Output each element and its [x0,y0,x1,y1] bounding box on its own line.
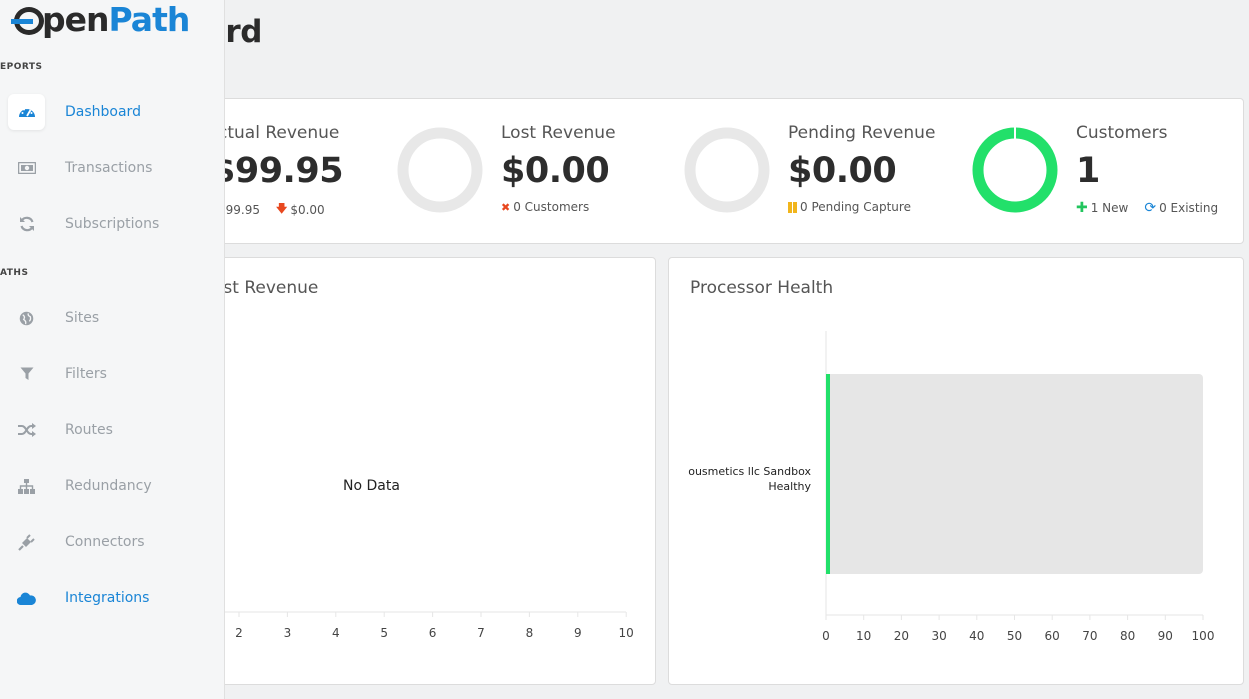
x-tick-label: 100 [1192,629,1215,643]
sidebar-item-label: Routes [65,422,113,438]
stat-label: ctual Revenue [218,123,340,143]
lost-revenue-donut [397,127,483,213]
x-tick-label: 80 [1120,629,1135,643]
filter-icon [8,356,45,392]
x-tick-label: 20 [894,629,909,643]
stat-sub-existing: 0 Existing [1159,201,1219,215]
openpath-logo[interactable]: penPath [11,0,191,39]
x-tick-label: 3 [284,626,292,640]
stats-card: ctual Revenue $99.95 $99.95 🡇 $0.00 Lost… [200,98,1244,244]
x-tick-label: 6 [429,626,437,640]
x-tick-label: 90 [1158,629,1173,643]
stat-actual-revenue: ctual Revenue $99.95 $99.95 🡇 $0.00 [211,123,344,219]
plug-icon [8,524,45,560]
lost-revenue-chart: 2 3 4 5 6 7 8 9 10 [201,611,634,640]
stat-sub: ✖ 0 Customers [501,200,616,214]
stat-sub: $99.95 🡇 $0.00 [218,200,343,219]
sidebar-item-label: Sites [65,310,100,326]
x-tick-label: 30 [931,629,946,643]
sidebar: penPath EPORTS Dashboard Transactions Su… [0,0,225,699]
sidebar-item-label: Dashboard [65,104,141,120]
customers-donut [972,127,1058,213]
sidebar-item-label: Subscriptions [65,216,160,232]
x-tick-label: 9 [574,626,582,640]
chart-title: ost Revenue [213,278,319,298]
sidebar-item-connectors[interactable]: Connectors [0,522,225,562]
stat-sub-refunds: $0.00 [290,202,325,217]
chart-title: Processor Health [690,278,834,298]
stat-value: $99.95 [211,151,344,191]
lost-revenue-chart-card: ost Revenue No Data 2 3 4 5 6 7 8 9 10 [200,257,656,685]
x-tick-label: 50 [1007,629,1022,643]
x-icon: ✖ [501,200,511,214]
sidebar-item-transactions[interactable]: Transactions [0,148,225,188]
sidebar-item-label: Redundancy [65,478,152,494]
stat-sub-pending: 0 Pending Capture [800,200,911,214]
stat-customers: Customers 1 ✚ 1 New ⟳ 0 Existing [1076,123,1218,216]
sidebar-item-dashboard[interactable]: Dashboard [0,92,225,132]
shuffle-icon [8,412,45,448]
sidebar-item-redundancy[interactable]: Redundancy [0,466,225,506]
stat-label: Lost Revenue [501,123,616,143]
sidebar-item-subscriptions[interactable]: Subscriptions [0,204,225,244]
logo-o-icon [11,7,44,35]
stat-sub-customers: 0 Customers [513,200,590,214]
processor-label: ousmetics llc Sandbox Healthy [688,464,811,494]
sidebar-item-sites[interactable]: Sites [0,298,225,338]
x-tick-label: 5 [380,626,388,640]
sidebar-item-label: Connectors [65,534,145,550]
x-tick-label: 60 [1045,629,1060,643]
refresh-icon [8,206,45,242]
sidebar-item-label: Integrations [65,590,150,606]
sidebar-item-routes[interactable]: Routes [0,410,225,450]
stat-pending-revenue: Pending Revenue $0.00 0 Pending Capture [788,123,935,214]
sidebar-item-label: Filters [65,366,107,382]
no-data-label: No Data [343,478,400,494]
pause-icon [788,201,797,213]
stat-label: Pending Revenue [788,123,936,143]
section-reports: EPORTS [0,62,43,72]
x-tick-label: 2 [235,626,243,640]
sidebar-item-filters[interactable]: Filters [0,354,225,394]
x-tick-label: 8 [526,626,534,640]
logo-text-path: Path [108,0,191,39]
refresh-icon: ⟳ [1144,200,1157,216]
sidebar-item-label: Transactions [65,160,153,176]
stat-label: Customers [1076,123,1168,143]
plus-icon: ✚ [1076,200,1088,216]
pending-revenue-donut [684,127,770,213]
bar-value[interactable] [826,374,830,574]
x-tick-label: 40 [969,629,984,643]
x-tick-label: 70 [1082,629,1097,643]
logo-text-pen: pen [42,0,109,39]
stat-value: $0.00 [501,151,610,191]
section-paths: ATHS [0,268,29,278]
stat-sub: 0 Pending Capture [788,200,935,214]
stat-sub-new: 1 New [1090,201,1129,215]
processor-health-chart: 0 10 20 30 40 50 60 70 80 90 100 [822,331,1215,643]
bar-track [826,374,1203,574]
x-tick-label: 4 [332,626,340,640]
stat-sub: ✚ 1 New ⟳ 0 Existing [1076,200,1218,216]
arrow-down-icon: 🡇 [276,202,288,215]
cloud-icon [8,580,45,616]
sitemap-icon [8,468,45,504]
dashboard-gauge-icon [8,94,45,130]
x-tick-label: 10 [619,626,634,640]
x-tick-label: 7 [477,626,485,640]
stat-sub-gross: $99.95 [218,202,260,217]
stat-lost-revenue: Lost Revenue $0.00 ✖ 0 Customers [501,123,616,214]
processor-health-chart-card: Processor Health ousmetics llc Sandbox H… [668,257,1244,685]
money-icon [8,150,45,186]
processor-status: Healthy [768,480,811,493]
x-tick-label: 10 [856,629,871,643]
x-tick-label: 0 [822,629,830,643]
globe-icon [8,300,45,336]
stat-value: 1 [1076,151,1100,191]
processor-name: ousmetics llc Sandbox [688,465,811,478]
sidebar-item-integrations[interactable]: Integrations [0,578,225,618]
stat-value: $0.00 [788,151,897,191]
